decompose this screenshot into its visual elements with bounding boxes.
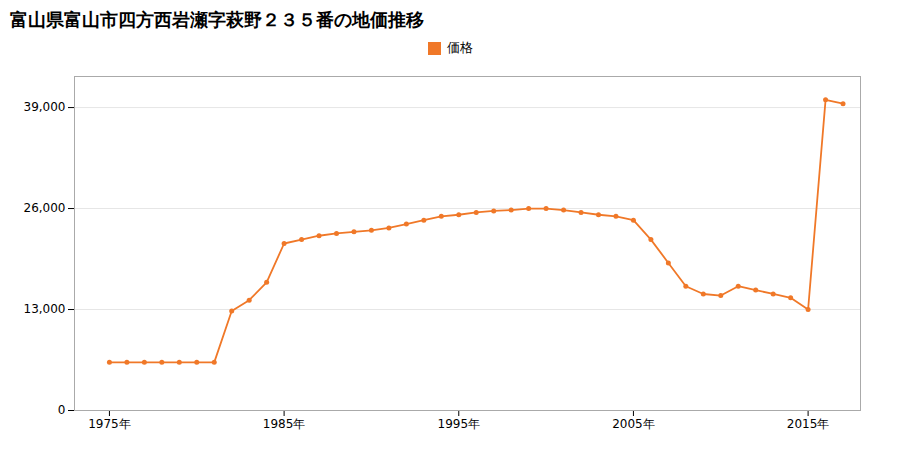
svg-text:1995年: 1995年 xyxy=(437,417,480,431)
svg-text:39,000: 39,000 xyxy=(24,100,66,114)
svg-text:26,000: 26,000 xyxy=(24,201,66,215)
svg-text:2015年: 2015年 xyxy=(787,417,830,431)
svg-text:13,000: 13,000 xyxy=(24,302,66,316)
html-text:富山県富山市四方西岩瀬字萩野２３５番の地価推移: 富山県富山市四方西岩瀬字萩野２３５番の地価推移 xyxy=(10,9,424,30)
svg-text:0: 0 xyxy=(58,403,66,417)
svg-text:1985年: 1985年 xyxy=(263,417,306,431)
svg-text:2005年: 2005年 xyxy=(612,417,655,431)
svg-text:1975年: 1975年 xyxy=(88,417,131,431)
html-text:価格: 価格 xyxy=(446,40,473,55)
